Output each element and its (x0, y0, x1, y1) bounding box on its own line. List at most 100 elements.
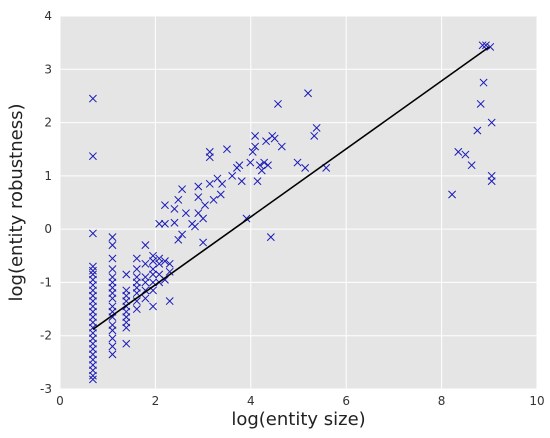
data-point (108, 334, 117, 343)
data-point (165, 259, 174, 268)
data-point (165, 267, 174, 276)
y-tick-label: 1 (44, 169, 52, 183)
data-point (181, 209, 190, 218)
x-tick-label: 6 (342, 394, 350, 408)
data-point (476, 99, 485, 108)
data-point (141, 259, 150, 268)
data-point (122, 270, 131, 279)
data-point (122, 339, 131, 348)
data-point (205, 153, 214, 162)
x-axis-label: log(entity size) (231, 409, 365, 430)
y-tick-label: 2 (44, 116, 52, 130)
data-point (237, 177, 246, 186)
y-axis-label: log(entity robustness) (6, 104, 27, 302)
data-point (486, 42, 495, 51)
x-tick-label: 2 (152, 394, 160, 408)
y-tick-label: -1 (40, 275, 52, 289)
data-point (170, 218, 179, 227)
data-point (218, 179, 227, 188)
data-point (270, 134, 279, 143)
data-point (487, 118, 496, 127)
data-point (274, 99, 282, 108)
data-point (141, 241, 150, 250)
data-points (88, 41, 496, 384)
data-point (194, 182, 203, 191)
data-point (191, 222, 199, 231)
data-point (165, 297, 174, 306)
x-tick-labels: 0 2 4 6 8 10 (56, 394, 544, 408)
data-point (199, 214, 208, 223)
data-point (205, 179, 214, 188)
x-tick-label: 4 (247, 394, 255, 408)
data-point (141, 294, 150, 303)
data-point (216, 190, 225, 199)
data-point (178, 230, 187, 239)
data-point (108, 313, 117, 322)
data-point (454, 147, 463, 156)
data-point (149, 257, 157, 266)
x-tick-label: 8 (438, 394, 446, 408)
data-point (199, 238, 208, 247)
data-point (88, 229, 97, 238)
fit-line (92, 46, 490, 330)
y-tick-label: 4 (44, 9, 52, 23)
y-tick-labels: -3 -2 -1 0 1 2 3 4 (40, 9, 52, 396)
data-point (473, 126, 482, 135)
data-point (487, 177, 496, 186)
data-point (149, 302, 157, 311)
data-point (251, 142, 260, 151)
data-point (88, 152, 97, 161)
data-point (201, 201, 209, 210)
plot-background (60, 16, 537, 389)
data-point (257, 166, 266, 175)
data-point (108, 254, 117, 263)
y-tick-label: 0 (44, 222, 52, 236)
data-point (108, 265, 117, 274)
x-tick-label: 10 (529, 394, 544, 408)
data-point (264, 161, 272, 170)
data-point (209, 195, 218, 204)
data-point (88, 266, 97, 275)
data-point (160, 201, 169, 210)
data-point (312, 123, 321, 132)
data-point (141, 278, 150, 287)
y-tick-label: -3 (40, 382, 52, 396)
data-point (251, 131, 260, 140)
data-point (194, 193, 203, 202)
data-point (108, 241, 117, 250)
data-point (301, 163, 310, 172)
data-point (108, 342, 117, 351)
data-point (88, 94, 97, 103)
data-point (174, 235, 183, 244)
data-point (132, 305, 141, 314)
data-point (310, 131, 319, 140)
data-point (222, 145, 231, 154)
data-point (228, 171, 237, 180)
data-point (88, 371, 97, 380)
data-point (174, 195, 183, 204)
x-tick-label: 0 (56, 394, 64, 408)
data-point (260, 158, 269, 167)
data-point (132, 297, 141, 306)
data-point (467, 161, 476, 170)
data-point (304, 89, 312, 98)
data-point (149, 270, 157, 279)
data-point (178, 185, 187, 194)
data-point (88, 375, 97, 384)
data-point (266, 233, 275, 242)
data-point (255, 161, 264, 170)
data-point (155, 259, 164, 268)
data-point (122, 323, 131, 332)
data-point (160, 219, 169, 228)
data-point (248, 147, 257, 156)
data-point (253, 177, 262, 186)
data-point (293, 158, 302, 167)
data-point (132, 254, 141, 263)
y-tick-label: 3 (44, 62, 52, 76)
data-point (461, 150, 470, 159)
data-point (160, 257, 169, 266)
data-point (160, 275, 169, 284)
data-point (108, 350, 117, 359)
data-point (108, 294, 117, 303)
data-point (132, 265, 141, 274)
